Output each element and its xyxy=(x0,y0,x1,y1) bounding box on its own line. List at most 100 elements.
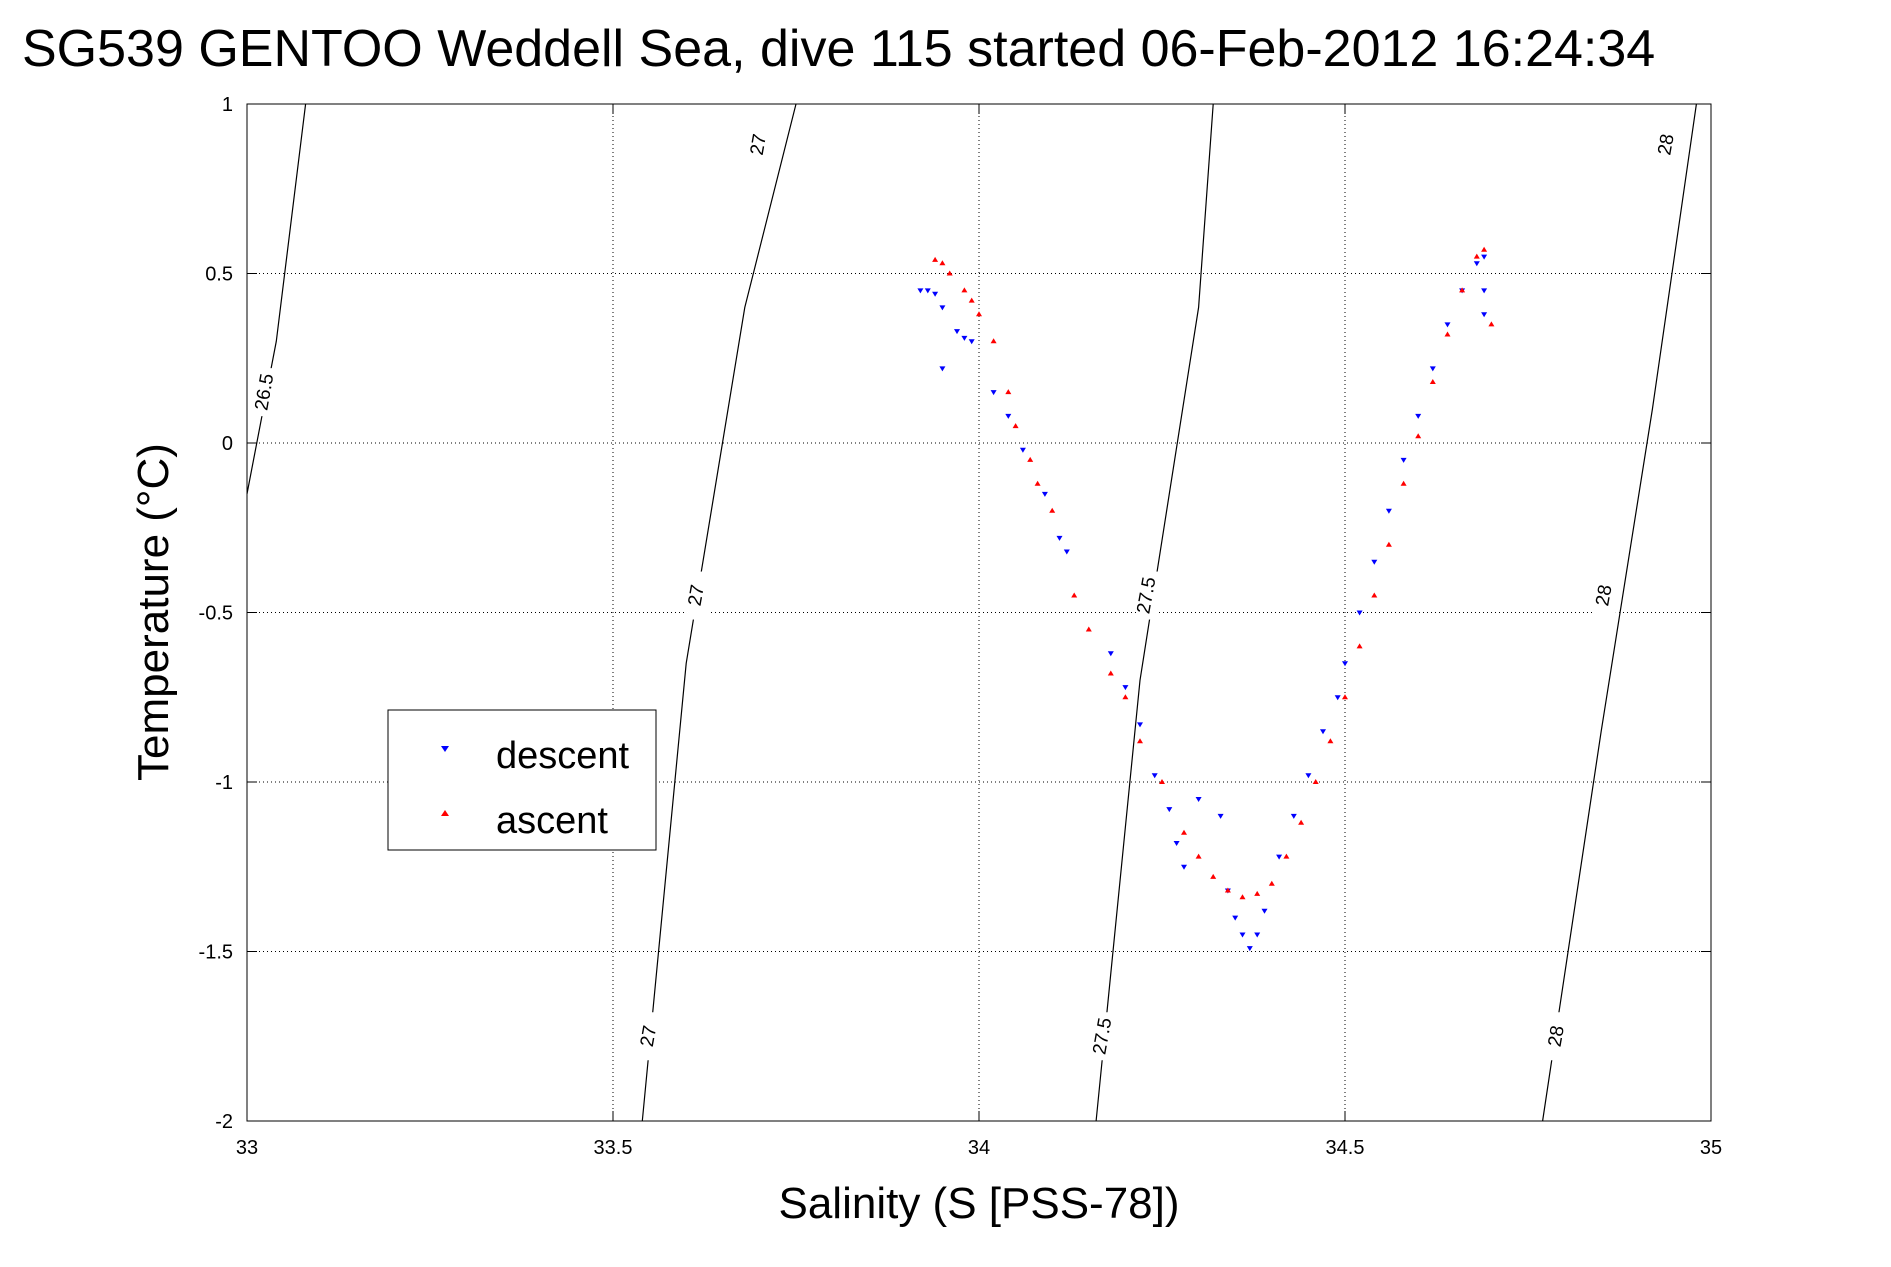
ascent-point xyxy=(1312,779,1319,784)
ascent-point xyxy=(1071,592,1078,598)
descent-point xyxy=(1107,651,1114,657)
descent-point xyxy=(1239,932,1246,938)
descent-point xyxy=(1356,610,1363,616)
ascent-point xyxy=(1005,389,1012,395)
ascent-point xyxy=(946,270,953,276)
isopycnal-label-bg xyxy=(1092,1012,1115,1061)
descent-point xyxy=(917,288,924,294)
ascent-point xyxy=(1027,456,1034,462)
ascent-point xyxy=(1239,894,1246,900)
legend-descent-label: descent xyxy=(496,735,630,777)
ascent-point xyxy=(1342,694,1348,700)
descent-point xyxy=(1217,813,1224,819)
ascent-point xyxy=(939,260,946,266)
ascent-point xyxy=(1012,423,1019,429)
descent-point xyxy=(1019,447,1026,453)
descent-point xyxy=(1481,254,1488,260)
descent-point xyxy=(932,291,939,297)
descent-point xyxy=(1151,773,1158,779)
isopycnal-label-bg xyxy=(748,120,771,169)
isopycnal-label: 28 xyxy=(1545,1024,1569,1048)
ascent-point xyxy=(990,338,997,344)
descent-point xyxy=(1005,413,1012,419)
ascent-point xyxy=(1400,480,1407,486)
descent-point xyxy=(1473,261,1480,267)
ascent-point xyxy=(1159,779,1165,784)
ascent-point xyxy=(1459,287,1466,293)
descent-point xyxy=(1334,695,1341,701)
legend: descent ascent xyxy=(387,709,657,851)
isopycnal-label: 28 xyxy=(1592,583,1616,607)
ascent-point xyxy=(1085,626,1092,632)
descent-point xyxy=(1276,854,1283,860)
isopycnal-label-bg xyxy=(1593,571,1616,620)
ascent-point xyxy=(1181,829,1187,835)
descent-point xyxy=(1371,559,1378,565)
descent-point xyxy=(1041,491,1048,497)
isopycnal-label: 28 xyxy=(1654,132,1678,156)
descent-point xyxy=(1063,549,1070,555)
descent-point xyxy=(1056,535,1063,541)
ascent-point xyxy=(1298,819,1305,825)
isopycnal-line xyxy=(641,103,797,1122)
descent-point xyxy=(1246,946,1253,952)
ascent-point xyxy=(1481,246,1488,252)
isopycnal-label: 27 xyxy=(685,583,709,607)
descent-point xyxy=(1261,908,1268,914)
y-tick-label: -2 xyxy=(215,1111,233,1133)
isopycnal-label-bg xyxy=(638,1012,661,1061)
y-axis-title: Temperature (°C) xyxy=(129,443,178,781)
ascent-point xyxy=(1268,880,1275,886)
legend-ascent-marker xyxy=(441,810,449,816)
ascent-point xyxy=(1429,379,1436,384)
y-tick-label: 0.5 xyxy=(205,264,233,286)
ascent-point xyxy=(1415,433,1422,439)
descent-point xyxy=(924,288,931,294)
ascent-point xyxy=(1444,331,1451,337)
x-axis-title: Salinity (S [PSS-78]) xyxy=(778,1179,1179,1228)
ascent-point xyxy=(1371,592,1378,598)
x-tick-label: 33.5 xyxy=(594,1137,633,1159)
y-tick-label: -0.5 xyxy=(199,603,233,625)
isopycnal-label: 27 xyxy=(637,1024,661,1048)
isopycnal-label-bg xyxy=(686,571,709,620)
ascent-point xyxy=(1224,887,1231,893)
descent-point xyxy=(954,329,960,335)
isopycnal-label-bg xyxy=(1546,1012,1569,1061)
isopycnal-line xyxy=(1542,103,1697,1122)
ascent-point xyxy=(1107,670,1114,676)
descent-point xyxy=(1290,813,1297,819)
descent-point xyxy=(1137,722,1143,728)
ascent-point xyxy=(1049,507,1056,513)
descent-point xyxy=(1305,773,1312,779)
y-tick-label: 1 xyxy=(222,94,233,116)
descent-point xyxy=(1195,797,1202,802)
descent-point xyxy=(1181,864,1187,870)
ascent-point xyxy=(1473,253,1480,259)
descent-point xyxy=(1342,661,1348,667)
descent-point xyxy=(961,335,968,341)
descent-point xyxy=(1444,322,1451,328)
descent-point xyxy=(1415,413,1422,419)
x-tick-label: 34 xyxy=(968,1137,990,1159)
isopycnal-line xyxy=(1095,103,1214,1122)
ascent-point xyxy=(1488,321,1495,327)
legend-ascent-label: ascent xyxy=(496,800,608,842)
descent-point xyxy=(1254,932,1261,938)
ascent-point xyxy=(1195,853,1202,859)
y-tick-label: -1 xyxy=(215,772,233,794)
descent-point xyxy=(1481,312,1488,318)
ascent-point xyxy=(1385,541,1392,547)
axes: 33 33.5 34 34.5 35 -2 -1.5 -1 -0.5 0 0.5 1 xyxy=(199,94,1723,1159)
y-tick-label: -1.5 xyxy=(199,942,233,964)
y-tick-label: 0 xyxy=(222,433,233,455)
descent-point xyxy=(939,305,946,311)
data-points xyxy=(917,246,1495,952)
descent-point xyxy=(1481,288,1488,294)
ascent-point xyxy=(1283,853,1290,859)
x-tick-label: 35 xyxy=(1700,1137,1722,1159)
ascent-point xyxy=(1137,738,1143,744)
isopycnal-label-bg xyxy=(1656,120,1679,169)
